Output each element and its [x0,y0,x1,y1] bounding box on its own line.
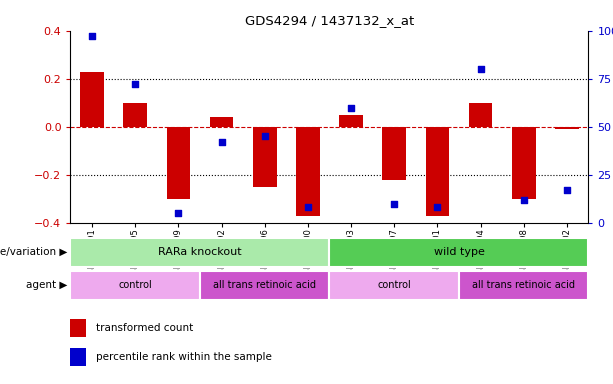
Point [87,33,97,40]
Point [131,81,140,88]
Bar [70,319,86,338]
Text: control: control [118,280,152,290]
Bar [512,127,536,199]
Bar [425,127,449,215]
Point [216,139,226,145]
Title: GDS4294 / 1437132_x_at: GDS4294 / 1437132_x_at [245,14,414,27]
Point [433,204,443,210]
Bar [70,238,330,267]
Point [346,104,356,111]
Bar [330,238,588,267]
Text: percentile rank within the sample: percentile rank within the sample [96,352,272,362]
Point [476,66,485,72]
Bar [123,103,147,127]
Point [260,133,270,139]
Text: transformed count: transformed count [96,323,193,333]
Point [562,187,572,193]
Bar [330,271,459,300]
Text: control: control [378,280,411,290]
Point [303,204,313,210]
Text: agent ▶: agent ▶ [26,280,67,290]
Point [389,200,399,207]
Bar [70,271,200,300]
Text: genotype/variation ▶: genotype/variation ▶ [0,247,67,258]
Bar [383,127,406,180]
Bar [253,127,276,187]
Bar [555,127,579,129]
Text: wild type: wild type [433,247,484,258]
Text: RARa knockout: RARa knockout [158,247,242,258]
Bar [339,115,363,127]
Bar [459,271,588,300]
Bar [469,103,492,127]
Bar [80,71,104,127]
Bar [200,271,330,300]
Bar [70,348,86,366]
Text: all trans retinoic acid: all trans retinoic acid [213,280,316,290]
Bar [296,127,320,215]
Bar [167,127,190,199]
Point [173,210,183,216]
Bar [210,117,234,127]
Text: all trans retinoic acid: all trans retinoic acid [472,280,575,290]
Point [519,197,528,203]
